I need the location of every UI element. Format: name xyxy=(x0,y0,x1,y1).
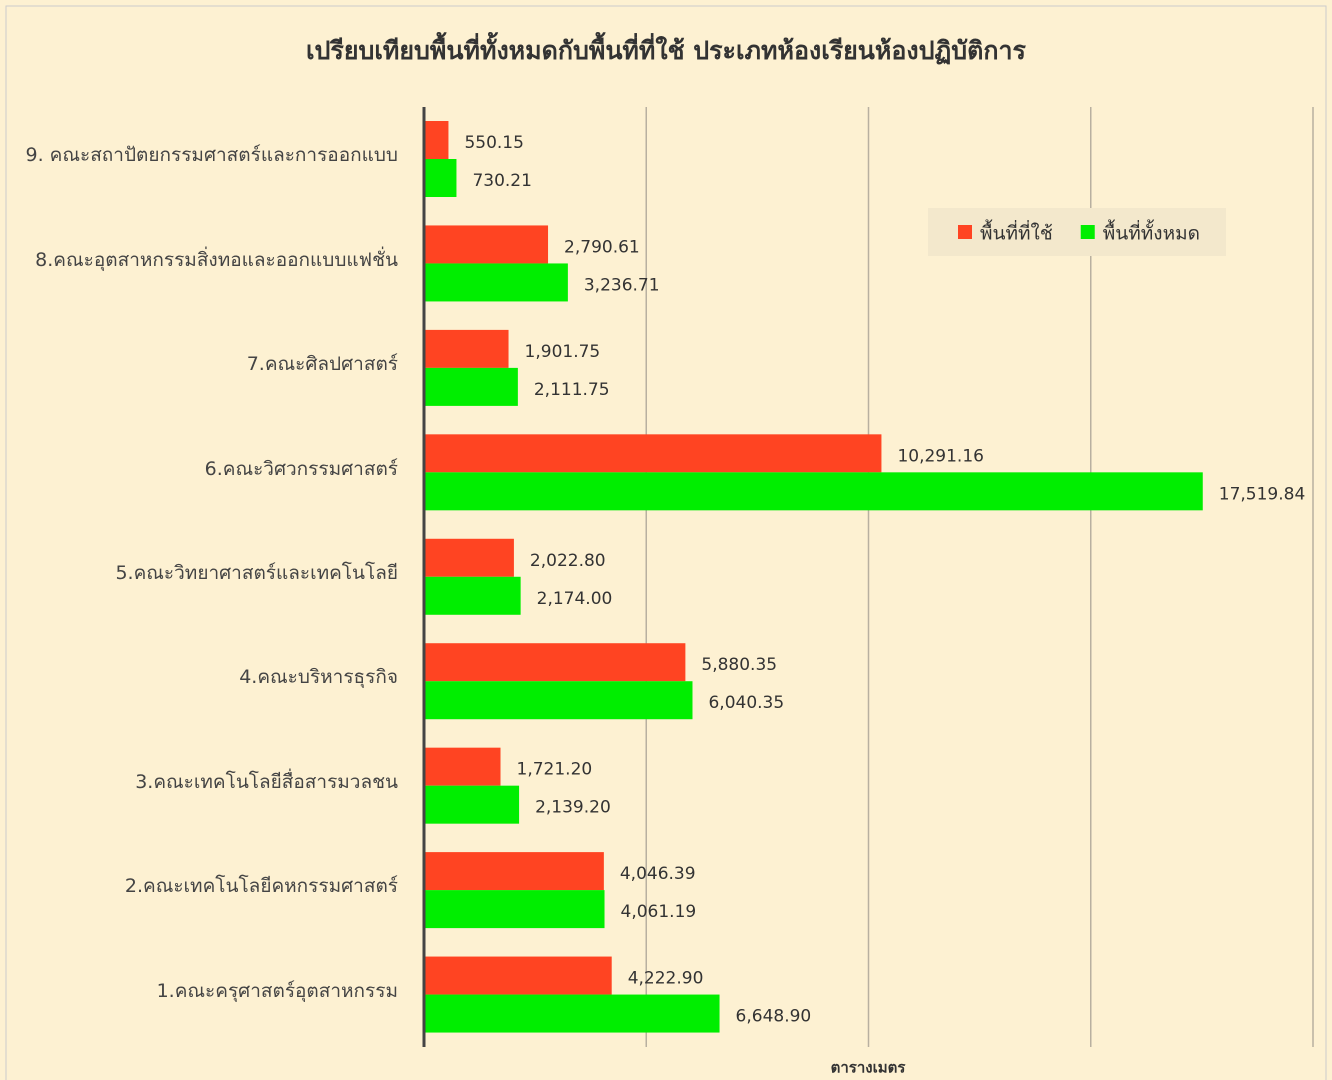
legend-label: พื้นที่ทั้งหมด xyxy=(1103,220,1200,245)
bar xyxy=(424,747,501,786)
y-tick-label: 7.คณะศิลปศาสตร์ xyxy=(246,353,398,376)
bar xyxy=(424,956,612,995)
chart-title: เปรียบเทียบพื้นที่ทั้งหมดกับพื้นที่ที่ใช… xyxy=(306,31,1027,65)
legend-box xyxy=(928,208,1226,256)
bar xyxy=(424,890,605,929)
y-tick-label: 8.คณะอุตสาหกรรมสิ่งทอและออกแบบแฟชั่น xyxy=(35,248,398,271)
bar xyxy=(424,121,449,159)
data-label: 10,291.16 xyxy=(897,446,984,466)
frame xyxy=(5,5,1327,1080)
data-label: 2,174.00 xyxy=(537,589,613,609)
data-label: 6,040.35 xyxy=(708,693,784,713)
bar xyxy=(424,225,549,264)
y-tick-label: 4.คณะบริหารธุรกิจ xyxy=(239,666,398,689)
data-label: 550.15 xyxy=(464,133,523,153)
bar xyxy=(424,681,693,720)
y-tick-label: 5.คณะวิทยาศาสตร์และเทคโนโลยี xyxy=(115,562,398,584)
data-label: 4,046.39 xyxy=(620,864,696,884)
y-tick-label: 2.คณะเทคโนโลยีคหกรรมศาสตร์ xyxy=(124,875,398,898)
data-label: 1,721.20 xyxy=(517,760,593,780)
data-label: 17,519.84 xyxy=(1219,484,1306,504)
data-label: 2,139.20 xyxy=(535,798,611,818)
bar xyxy=(424,994,720,1033)
bar xyxy=(424,472,1203,511)
data-label: 730.21 xyxy=(472,171,531,191)
legend-swatch xyxy=(1080,225,1095,239)
bar xyxy=(424,159,457,197)
data-label: 2,790.61 xyxy=(564,237,640,257)
bar xyxy=(424,538,514,577)
y-tick-label: 6.คณะวิศวกรรมศาสตร์ xyxy=(204,457,398,480)
data-label: 2,111.75 xyxy=(534,380,610,400)
data-label: 2,022.80 xyxy=(530,551,606,571)
legend-swatch xyxy=(958,225,972,239)
bar xyxy=(424,785,520,824)
y-tick-label: 9. คณะสถาปัตยกรรมศาสตร์และการออกแบบ xyxy=(25,144,399,167)
data-label: 1,901.75 xyxy=(525,342,601,362)
bar xyxy=(424,329,509,368)
y-tick-label: 1.คณะครุศาสตร์อุตสาหกรรม xyxy=(156,979,398,1002)
bar xyxy=(424,434,882,473)
legend-label: พื้นที่ที่ใช้ xyxy=(980,220,1053,245)
y-tick-label: 3.คณะเทคโนโลยีสื่อสารมวลชน xyxy=(135,770,398,793)
bar xyxy=(424,367,518,406)
data-label: 3,236.71 xyxy=(584,275,660,295)
bar xyxy=(424,852,604,891)
data-label: 4,061.19 xyxy=(621,902,697,922)
data-label: 6,648.90 xyxy=(736,1007,812,1027)
bar xyxy=(424,576,521,615)
data-label: 5,880.35 xyxy=(701,655,777,675)
bar xyxy=(424,643,686,682)
bar xyxy=(424,263,568,302)
data-label: 4,222.90 xyxy=(628,969,704,989)
x-axis-label: ตารางเมตร xyxy=(831,1059,907,1077)
